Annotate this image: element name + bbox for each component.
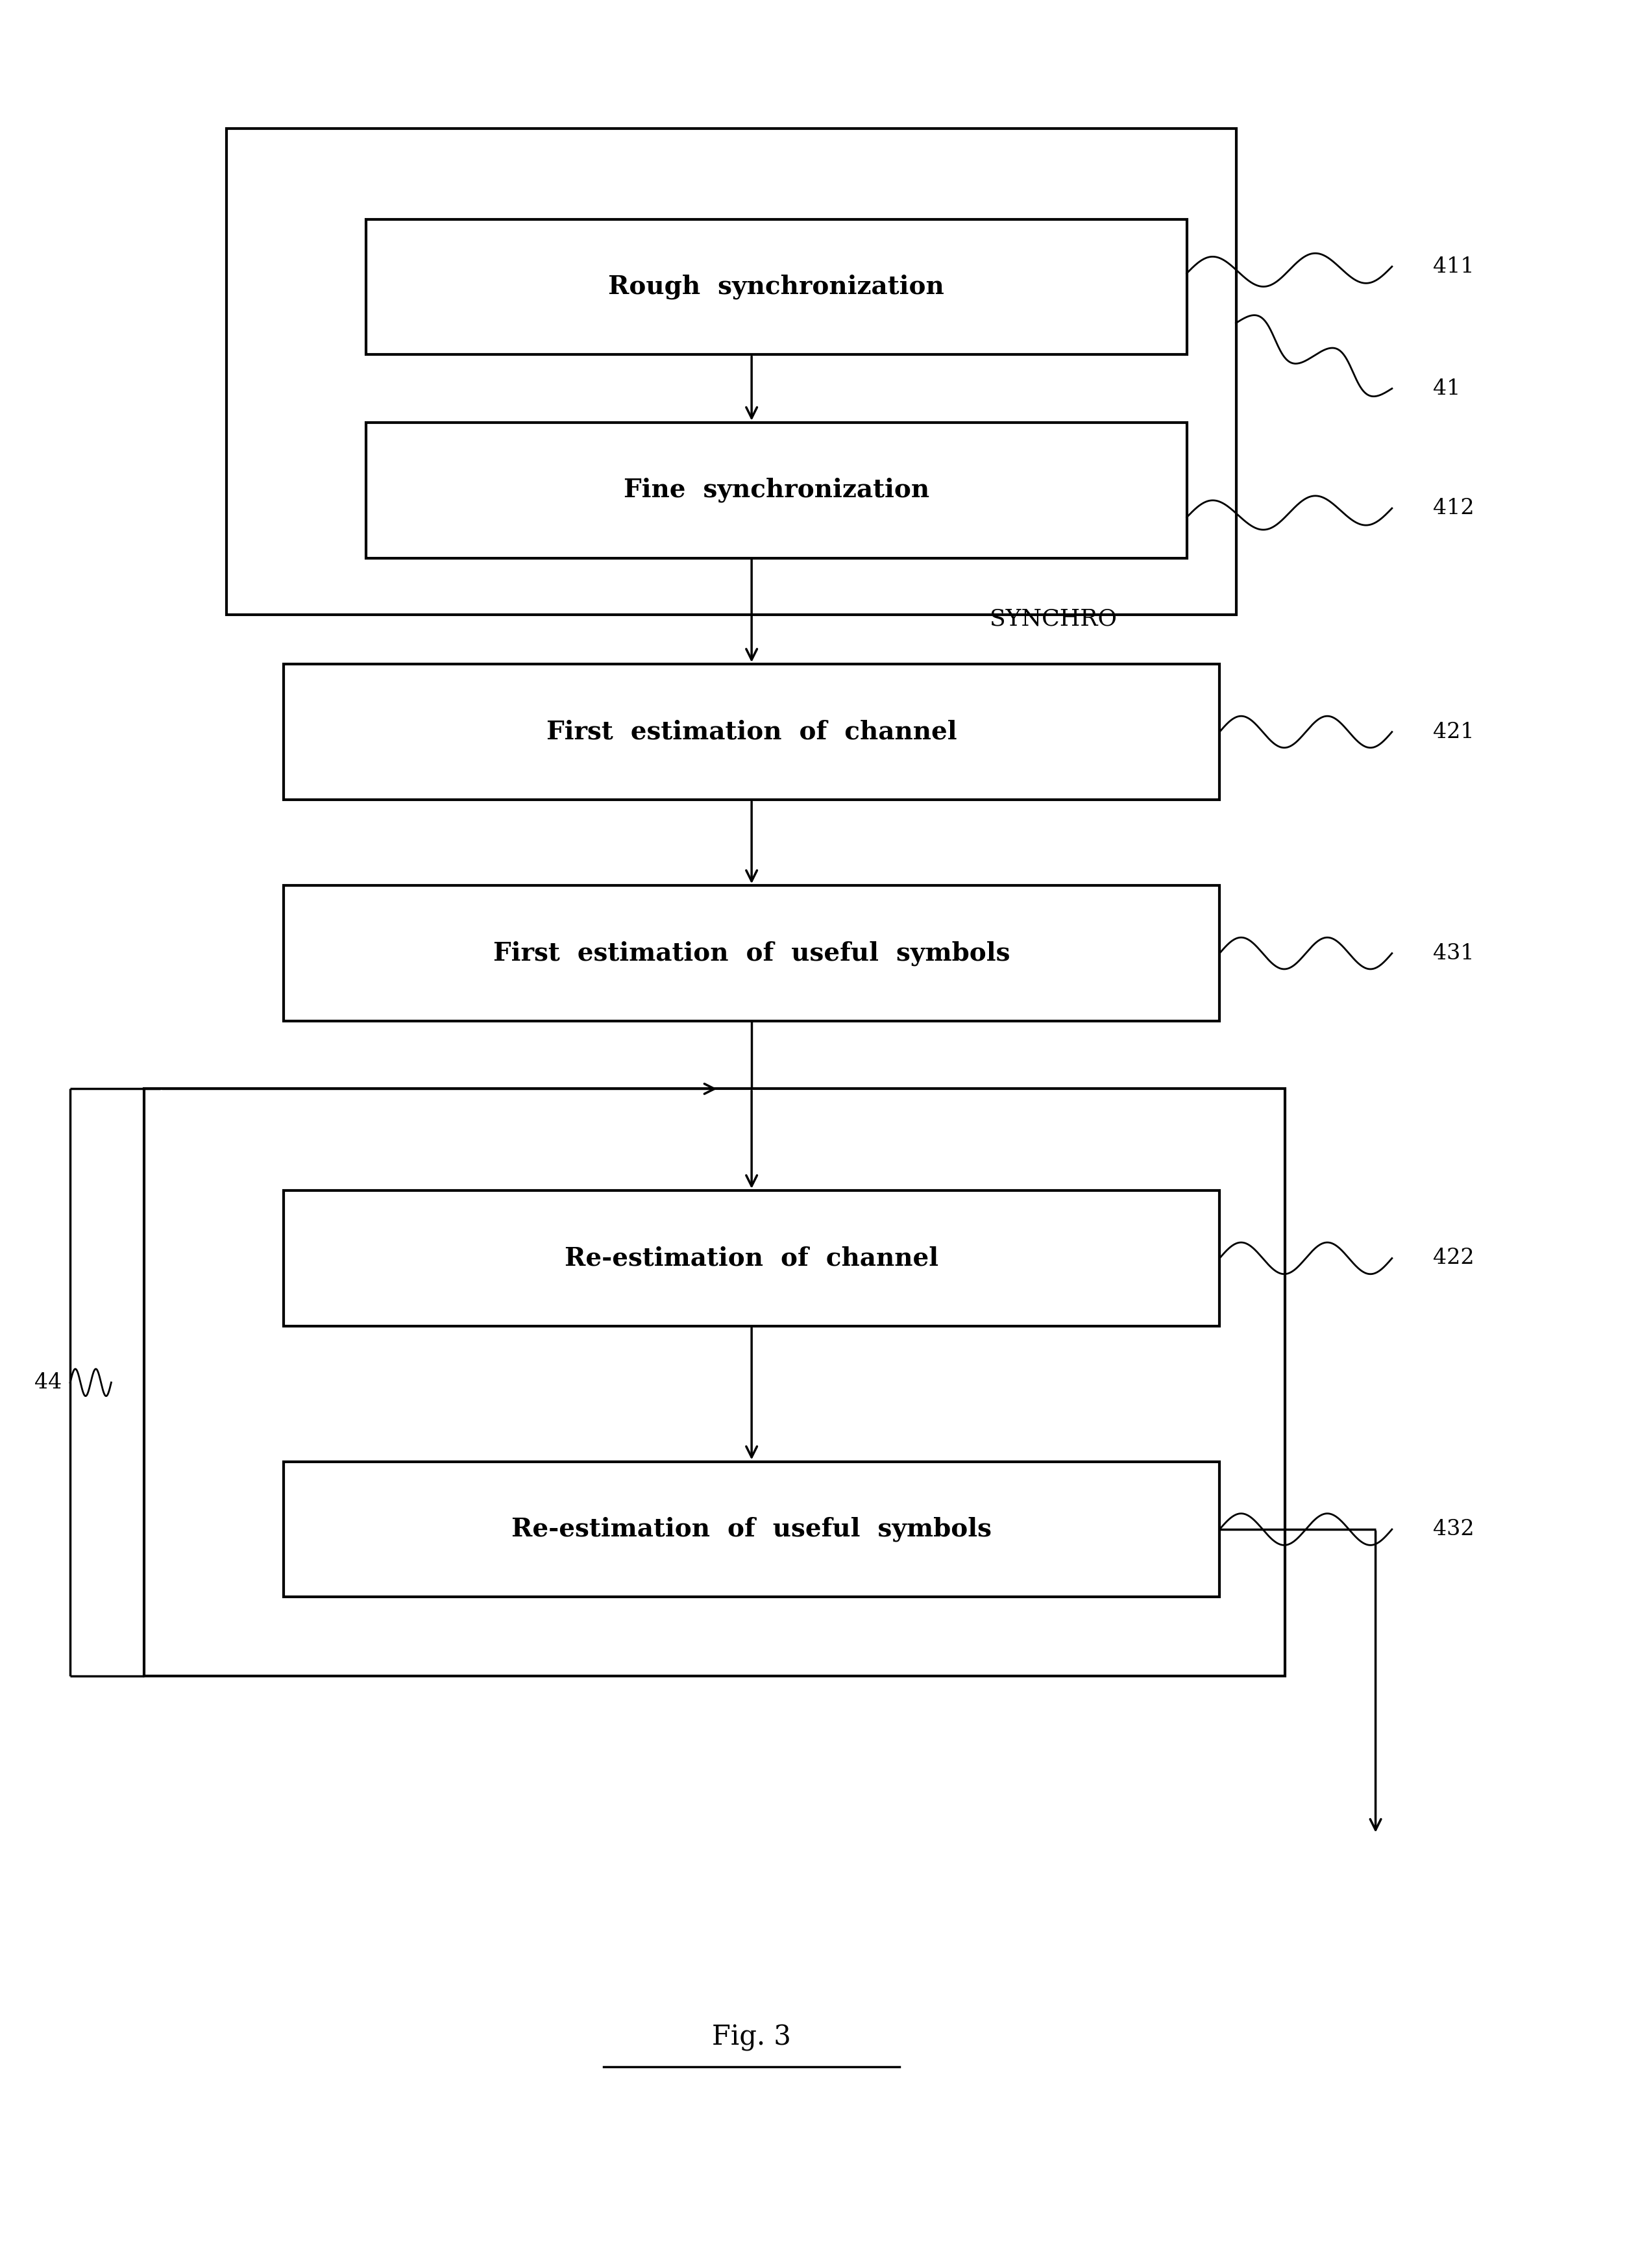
- Text: Re-estimation  of  useful  symbols: Re-estimation of useful symbols: [512, 1517, 992, 1542]
- Text: Fig. 3: Fig. 3: [712, 2023, 791, 2050]
- Text: First  estimation  of  channel: First estimation of channel: [546, 719, 958, 744]
- Text: 432: 432: [1433, 1520, 1474, 1540]
- Text: Fine  synchronization: Fine synchronization: [624, 479, 930, 503]
- Text: 421: 421: [1433, 721, 1474, 742]
- Text: First  estimation  of  useful  symbols: First estimation of useful symbols: [494, 941, 1010, 966]
- Bar: [284, 665, 1220, 801]
- Bar: [284, 885, 1220, 1021]
- Text: Rough  synchronization: Rough synchronization: [608, 274, 944, 299]
- Bar: [284, 1461, 1220, 1597]
- Text: Re-estimation  of  channel: Re-estimation of channel: [565, 1245, 938, 1270]
- Text: 422: 422: [1433, 1247, 1474, 1268]
- Text: 412: 412: [1433, 499, 1474, 519]
- Bar: [367, 220, 1187, 354]
- Bar: [367, 422, 1187, 558]
- Text: SYNCHRO: SYNCHRO: [989, 608, 1116, 631]
- Bar: [144, 1089, 1284, 1676]
- Text: 44: 44: [35, 1372, 63, 1393]
- Bar: [226, 129, 1237, 615]
- Bar: [284, 1191, 1220, 1327]
- Text: 411: 411: [1433, 256, 1474, 277]
- Text: 41: 41: [1433, 379, 1461, 399]
- Text: 431: 431: [1433, 943, 1474, 964]
